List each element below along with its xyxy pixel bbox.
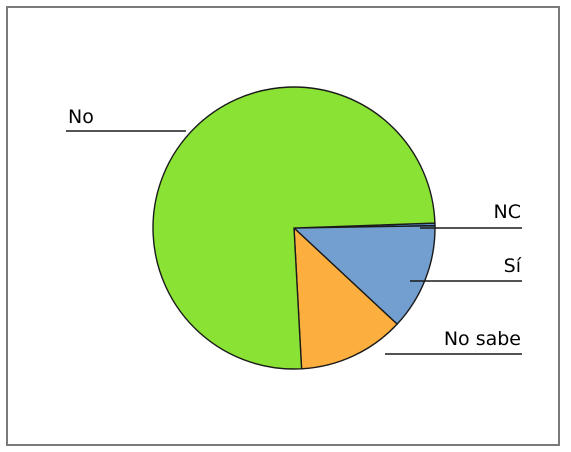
slice-label: Sí (504, 255, 522, 277)
slice-label: NC (494, 201, 521, 223)
slice-label: No sabe (444, 328, 521, 350)
pie-slice-no-sabe (293, 226, 399, 370)
slice-label: No (68, 106, 94, 128)
pie-slice-s- (292, 225, 436, 326)
pie-slice-no (152, 86, 436, 370)
